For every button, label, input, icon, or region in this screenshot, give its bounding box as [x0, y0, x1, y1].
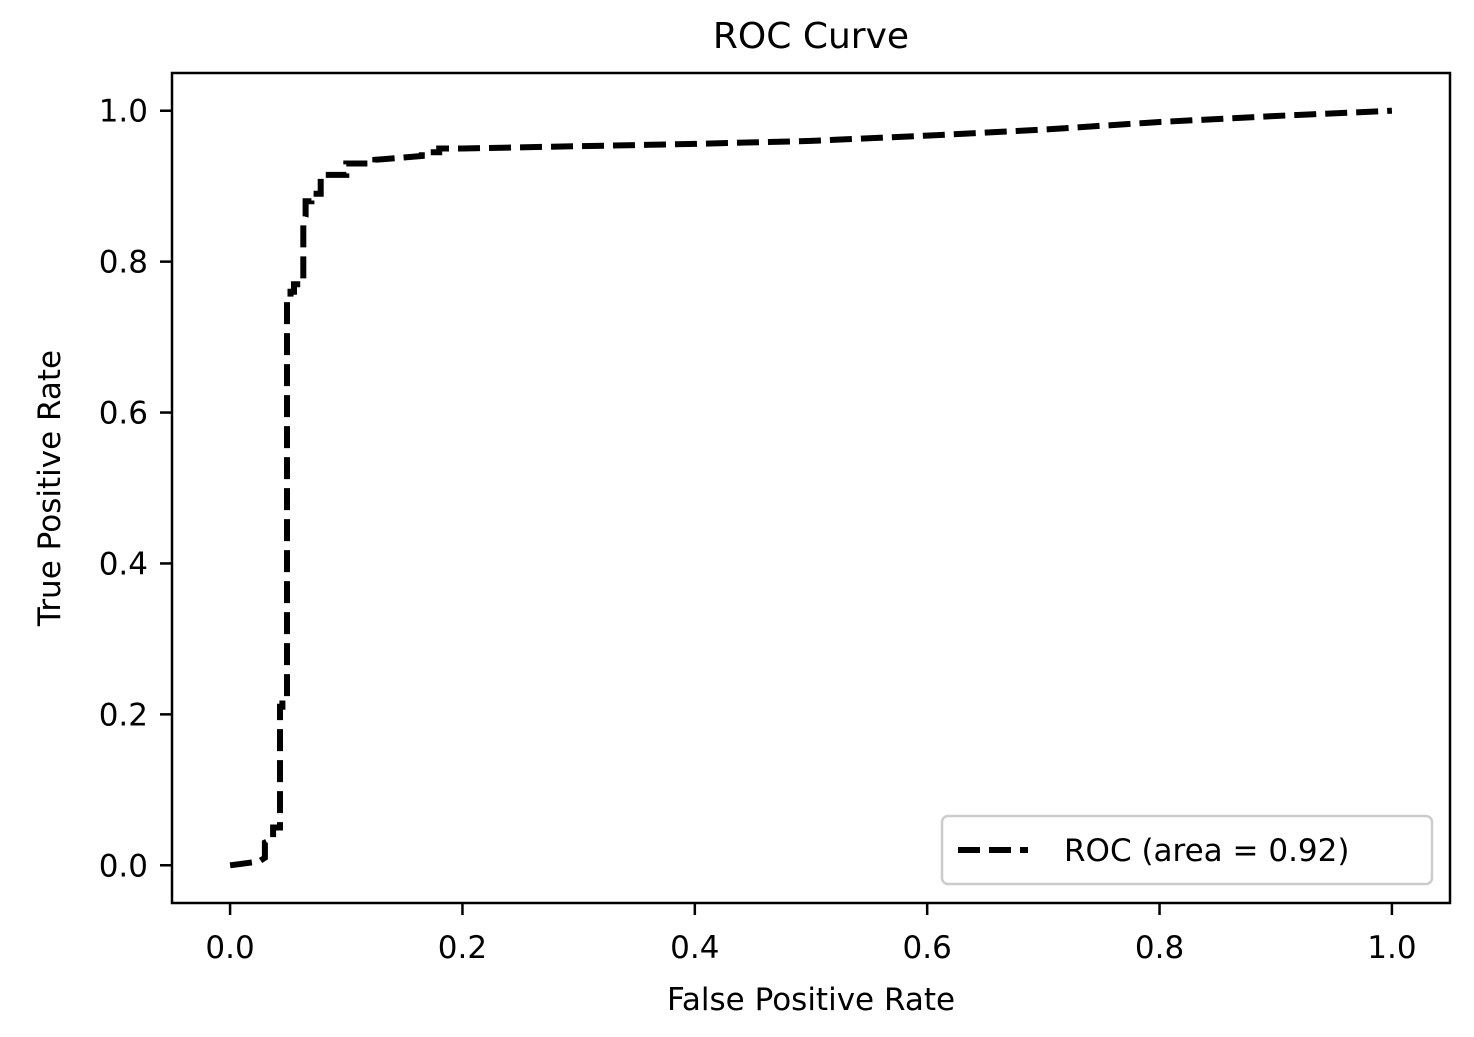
y-axis-label: True Positive Rate [32, 350, 68, 627]
legend-box [940, 814, 1434, 886]
x-tick-label: 0.2 [438, 930, 487, 966]
y-tick-label: 0.4 [99, 546, 148, 582]
y-tick-label: 0.8 [99, 245, 148, 281]
x-tick-label: 0.4 [670, 930, 719, 966]
y-tick-label: 1.0 [99, 94, 148, 130]
y-tick-label: 0.0 [99, 848, 148, 884]
x-axis-label: False Positive Rate [667, 982, 955, 1018]
x-tick-label: 1.0 [1367, 930, 1416, 966]
x-tick-label: 0.0 [205, 930, 254, 966]
x-tick-label: 0.8 [1135, 930, 1184, 966]
y-tick-label: 0.2 [99, 697, 148, 733]
axes-frame [170, 71, 1452, 905]
x-tick-label: 0.6 [903, 930, 952, 966]
legend-label: ROC (area = 0.92) [1064, 833, 1349, 869]
x-axis: 0.0 0.2 0.4 0.6 0.8 1.0 [205, 903, 1417, 966]
y-axis: 0.0 0.2 0.4 0.6 0.8 1.0 [99, 94, 172, 884]
y-tick-label: 0.6 [99, 396, 148, 432]
chart-title: ROC Curve [713, 16, 909, 57]
roc-series-line [229, 107, 1393, 869]
plot-area [229, 107, 1393, 869]
legend: ROC (area = 0.92) [940, 814, 1434, 886]
